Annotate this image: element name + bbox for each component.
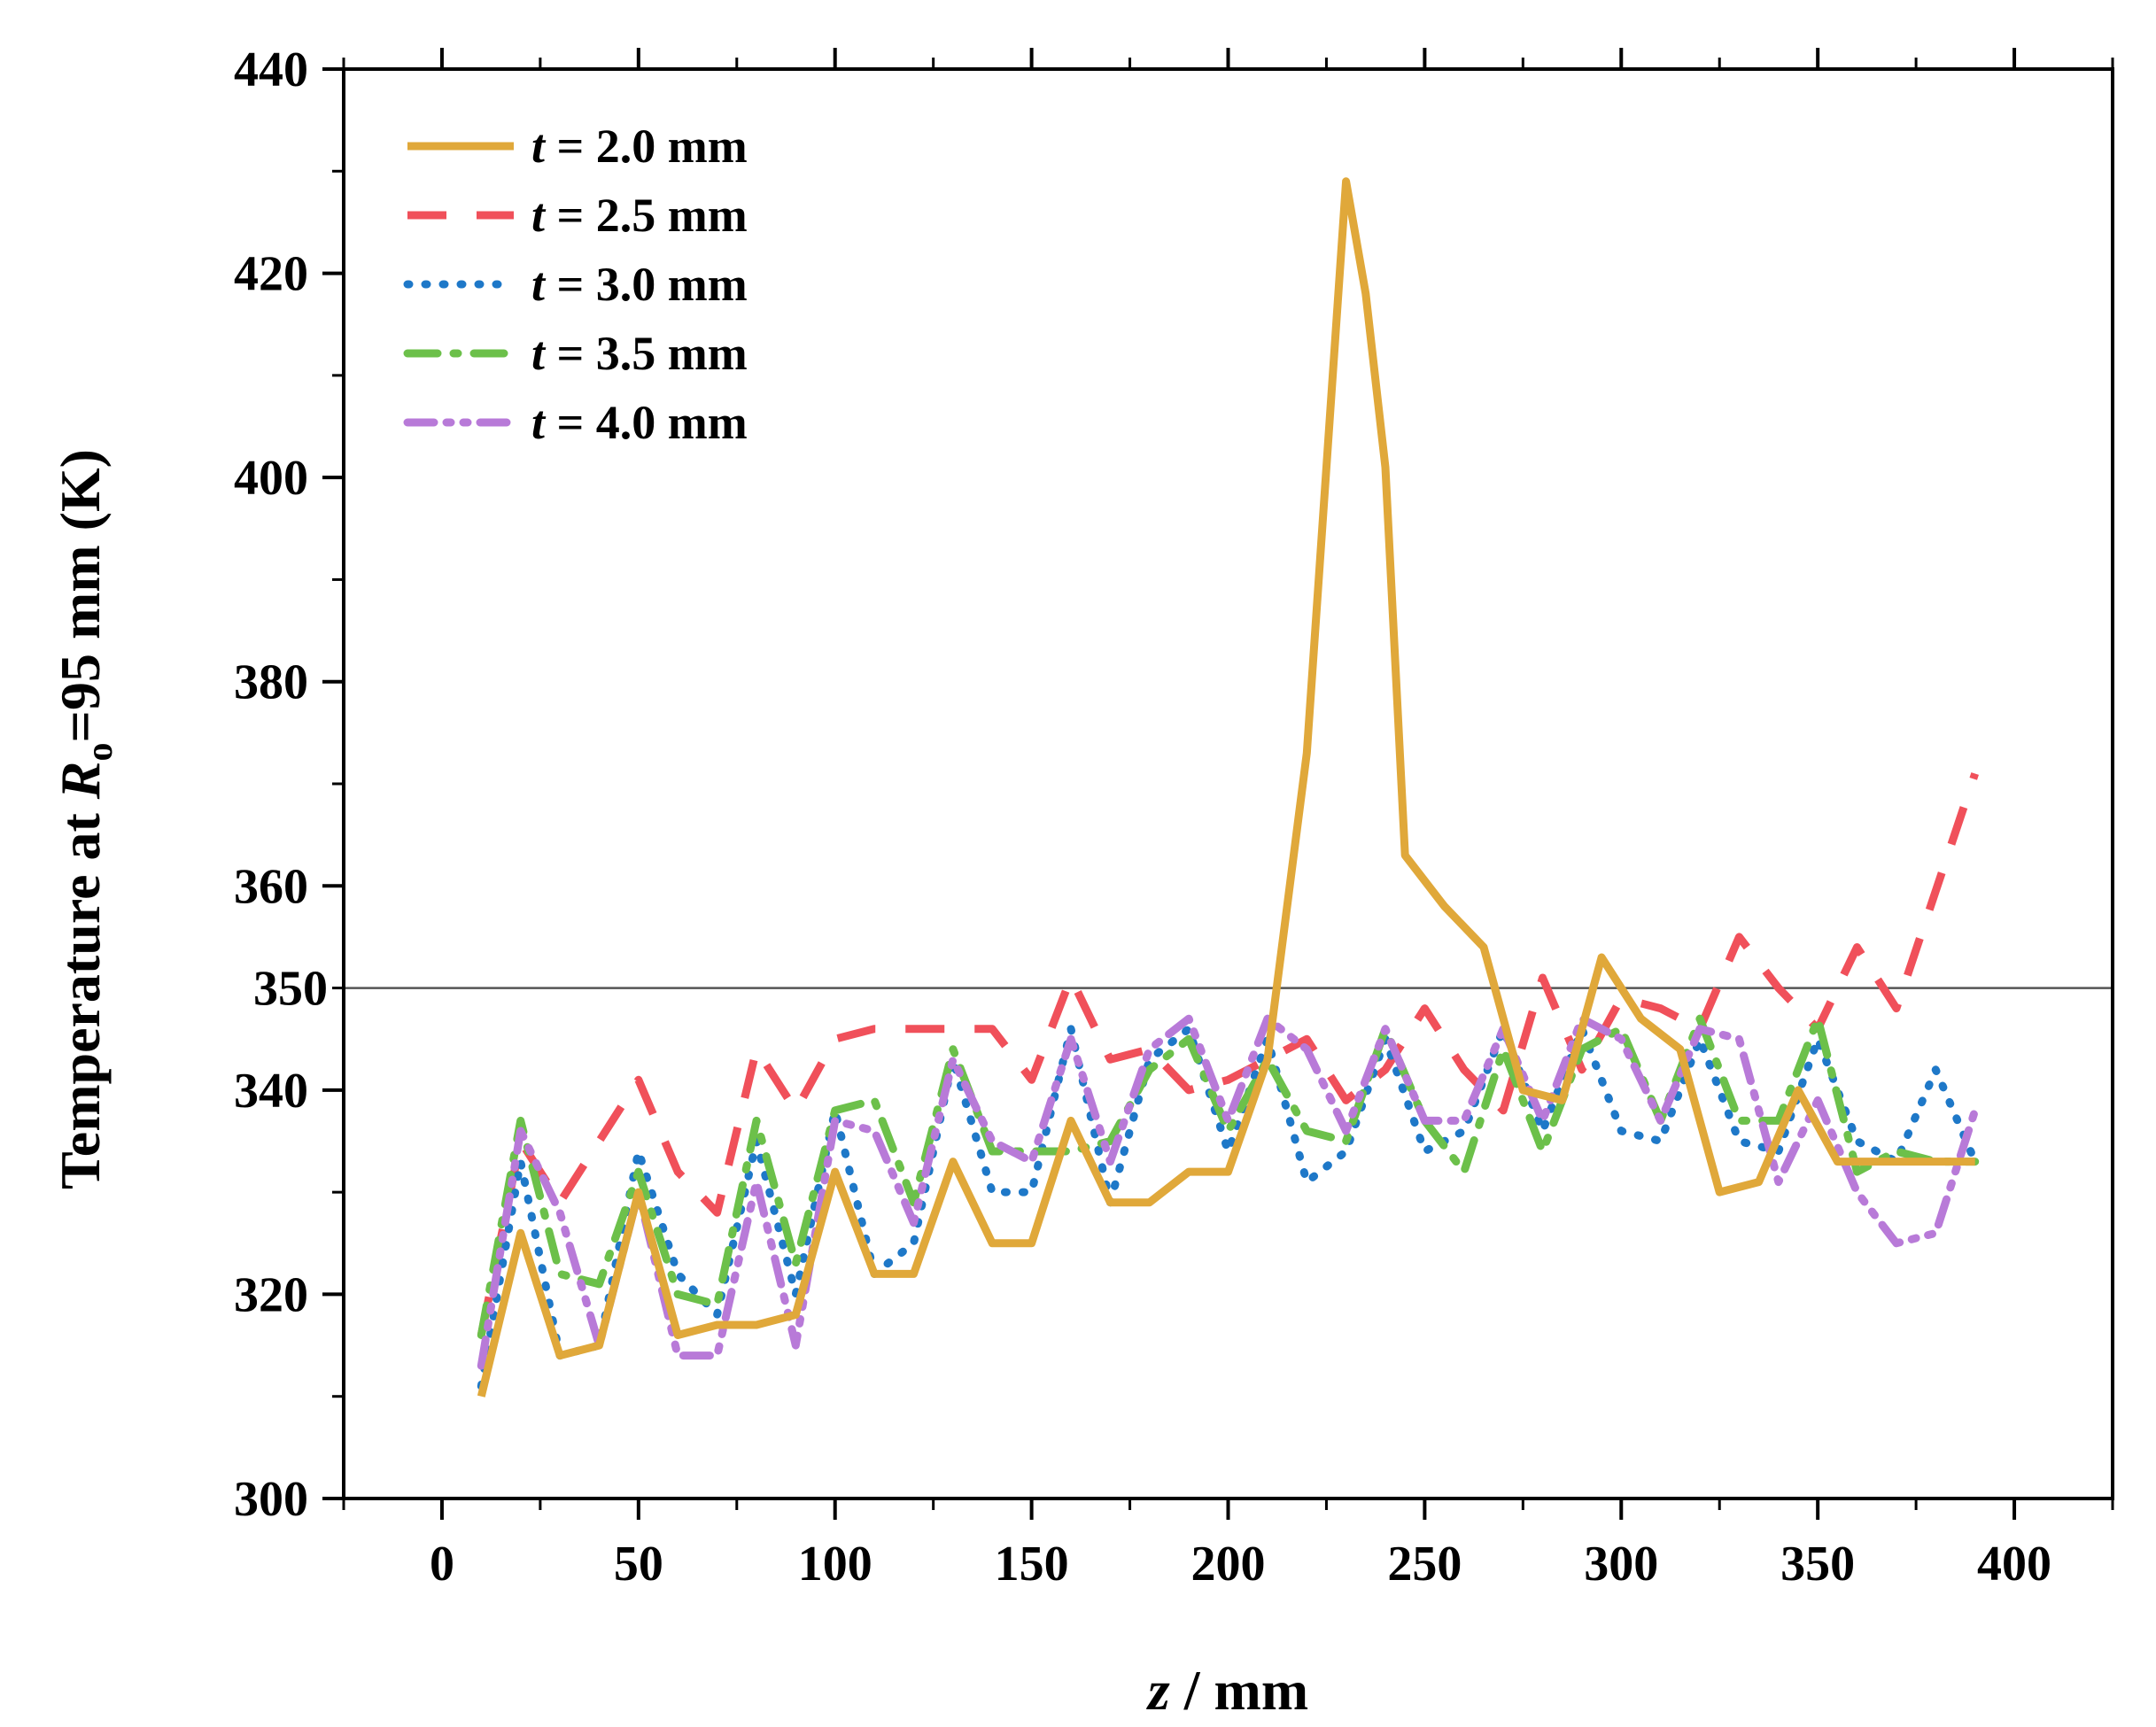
x-tick-label: 400 bbox=[1977, 1537, 2051, 1591]
y-tick-label: 340 bbox=[234, 1064, 308, 1119]
y-tick-label: 320 bbox=[234, 1267, 308, 1322]
y-axis-title: Temperature at Ro=95 mm (K) bbox=[49, 449, 120, 1189]
legend-label-1: t = 2.0 mm bbox=[531, 120, 748, 173]
legend: t = 2.0 mm t = 2.5 mm t = 3.0 mm t = 3.5 mm… bbox=[403, 120, 748, 449]
ticks-layer: 0 50 100 150 200 250 300 350 400 300 320 340 360 380 4… bbox=[234, 43, 2114, 1591]
x-tick-label: 300 bbox=[1584, 1537, 1658, 1591]
x-tick-label: 100 bbox=[798, 1537, 872, 1591]
y-tick-label: 300 bbox=[234, 1472, 308, 1527]
y-axis-rest: =95 mm (K) bbox=[49, 449, 112, 743]
legend-label-2: t = 2.5 mm bbox=[531, 189, 748, 242]
y-tick-label: 440 bbox=[234, 43, 308, 97]
series-line-1 bbox=[477, 177, 1975, 1398]
legend-label-5: t = 4.0 mm bbox=[531, 396, 748, 449]
reference-line-layer: 350 bbox=[253, 962, 2113, 1017]
x-axis-title: z / mm bbox=[1146, 1659, 1308, 1722]
y-tick-label: 420 bbox=[234, 247, 308, 302]
x-axis-variable: z bbox=[1146, 1659, 1170, 1722]
series-layer bbox=[477, 177, 1980, 1398]
y-tick-label: 380 bbox=[234, 655, 308, 710]
x-tick-label: 350 bbox=[1780, 1537, 1855, 1591]
reference-line-label: 350 bbox=[253, 962, 328, 1017]
x-tick-label: 0 bbox=[430, 1537, 454, 1591]
legend-label-4: t = 3.5 mm bbox=[531, 327, 748, 380]
y-axis-prefix: Temperature at bbox=[49, 799, 112, 1189]
x-tick-label: 150 bbox=[995, 1537, 1069, 1591]
x-tick-label: 200 bbox=[1191, 1537, 1266, 1591]
x-tick-label: 50 bbox=[614, 1537, 663, 1591]
y-tick-label: 400 bbox=[234, 451, 308, 506]
y-axis-subscript: o bbox=[80, 743, 120, 762]
series-line-4 bbox=[477, 1014, 1980, 1339]
series-line-5 bbox=[477, 1014, 1980, 1370]
x-axis-unit: / mm bbox=[1170, 1659, 1308, 1722]
y-axis-variable: R bbox=[49, 762, 112, 801]
x-tick-label: 250 bbox=[1387, 1537, 1462, 1591]
y-tick-label: 360 bbox=[234, 859, 308, 914]
series-line-2 bbox=[477, 772, 1979, 1336]
legend-label-3: t = 3.0 mm bbox=[531, 258, 748, 311]
